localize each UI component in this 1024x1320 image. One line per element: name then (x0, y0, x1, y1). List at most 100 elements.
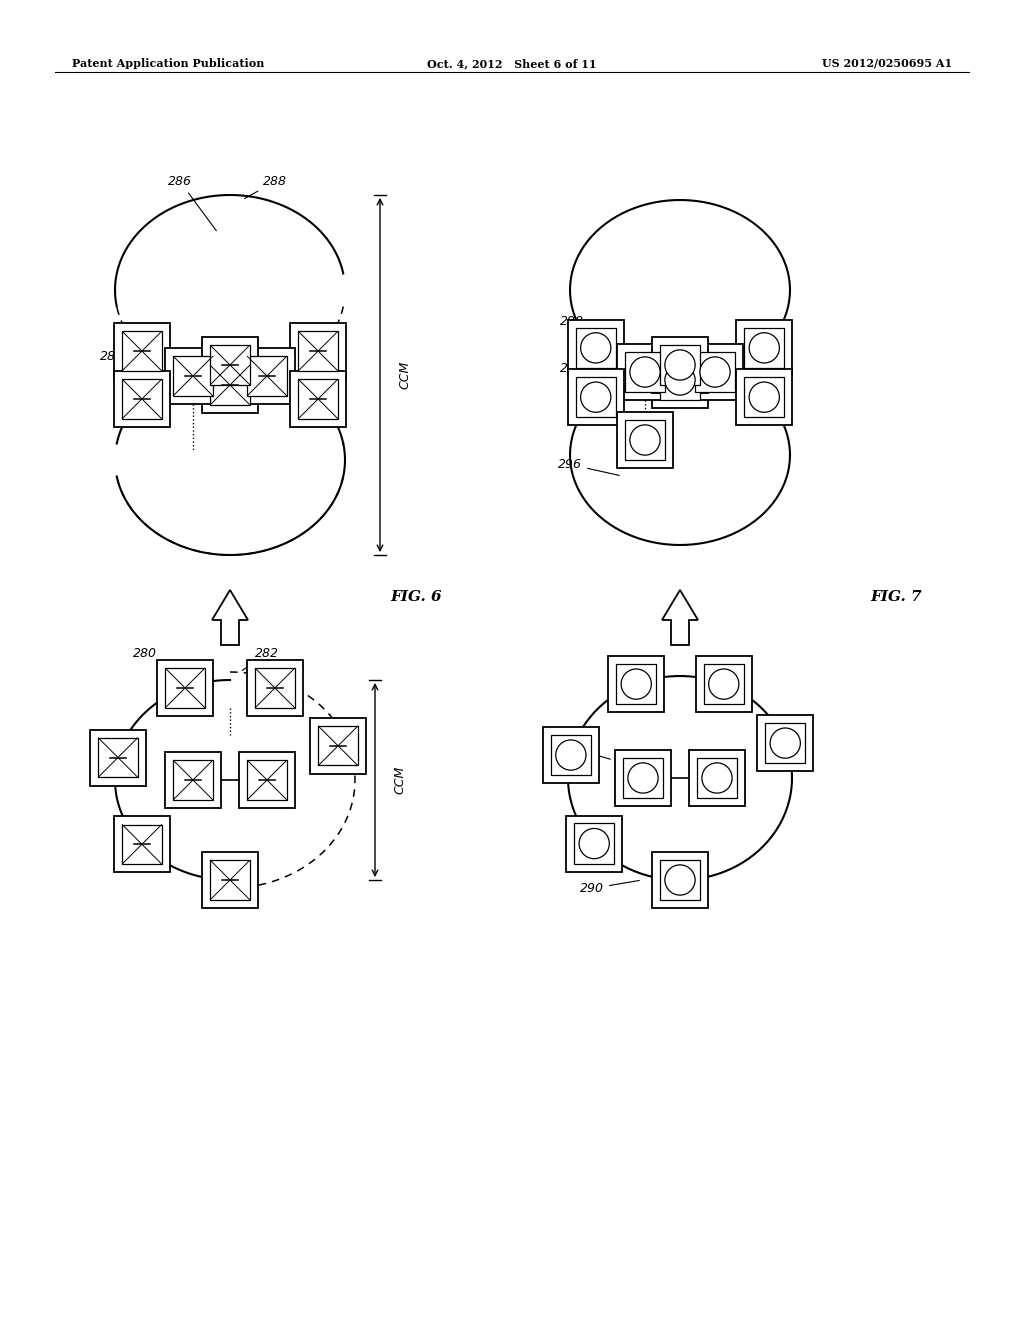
Bar (567, 370, 624, 425)
Bar (608, 656, 665, 711)
Bar (543, 727, 599, 783)
Bar (166, 668, 205, 708)
Bar (703, 664, 743, 705)
Bar (695, 352, 735, 392)
Circle shape (699, 356, 730, 387)
Text: 288: 288 (245, 176, 287, 198)
Bar (202, 356, 258, 413)
Bar (157, 660, 213, 715)
Circle shape (701, 763, 732, 793)
Text: 284: 284 (100, 350, 164, 370)
Text: FIG. 6: FIG. 6 (390, 590, 441, 605)
Bar (98, 738, 137, 777)
Bar (617, 412, 673, 469)
Bar (90, 730, 146, 785)
Text: CCM: CCM (398, 360, 411, 389)
Circle shape (709, 669, 739, 700)
Text: 286: 286 (168, 176, 216, 231)
Bar (122, 825, 162, 863)
Bar (202, 337, 258, 393)
Circle shape (665, 364, 695, 395)
Bar (202, 851, 258, 908)
Bar (173, 356, 213, 396)
Bar (744, 327, 784, 368)
Text: FIG. 7: FIG. 7 (870, 590, 922, 605)
Bar (551, 735, 591, 775)
Bar (659, 345, 700, 385)
Bar (114, 371, 170, 426)
Bar (290, 371, 346, 426)
Circle shape (580, 829, 609, 859)
Bar (255, 668, 295, 708)
Circle shape (628, 763, 658, 793)
Bar (248, 356, 287, 396)
Circle shape (665, 350, 695, 380)
Bar (744, 378, 784, 417)
Bar (623, 758, 664, 799)
Polygon shape (212, 590, 248, 645)
Bar (652, 352, 708, 408)
Bar (617, 345, 673, 400)
Text: 292: 292 (548, 738, 610, 759)
Text: Oct. 4, 2012   Sheet 6 of 11: Oct. 4, 2012 Sheet 6 of 11 (427, 58, 597, 69)
Text: 280: 280 (133, 647, 195, 678)
Bar (697, 758, 737, 799)
Text: 298: 298 (560, 315, 620, 343)
Text: 282: 282 (243, 647, 279, 671)
Bar (248, 760, 287, 800)
Polygon shape (662, 590, 698, 645)
Text: Patent Application Publication: Patent Application Publication (72, 58, 264, 69)
Circle shape (581, 333, 611, 363)
Circle shape (750, 333, 779, 363)
Bar (318, 726, 357, 766)
Bar (173, 760, 213, 800)
Bar (247, 660, 303, 715)
Bar (310, 718, 366, 774)
Bar (736, 319, 793, 376)
Bar (575, 327, 615, 368)
Bar (689, 750, 745, 807)
Circle shape (750, 381, 779, 412)
Bar (290, 323, 346, 379)
Bar (165, 752, 221, 808)
Circle shape (622, 669, 651, 700)
Bar (298, 331, 338, 371)
Bar (695, 656, 752, 711)
Bar (736, 370, 793, 425)
Bar (575, 378, 615, 417)
Circle shape (630, 356, 660, 387)
Bar (298, 379, 338, 418)
Bar (659, 360, 700, 400)
Bar (122, 331, 162, 371)
Circle shape (770, 729, 801, 758)
Bar (652, 851, 708, 908)
Circle shape (581, 381, 611, 412)
Bar (659, 859, 700, 900)
Bar (239, 348, 295, 404)
Bar (122, 379, 162, 418)
Bar (687, 345, 743, 400)
Bar (615, 750, 671, 807)
Bar (239, 752, 295, 808)
Bar (757, 715, 813, 771)
Bar (765, 723, 806, 763)
Text: 296: 296 (558, 458, 620, 475)
Circle shape (630, 425, 660, 455)
Bar (567, 319, 624, 376)
Bar (625, 352, 666, 392)
Bar (210, 861, 250, 900)
Text: CCM: CCM (393, 766, 406, 795)
Text: US 2012/0250695 A1: US 2012/0250695 A1 (822, 58, 952, 69)
Bar (566, 816, 623, 871)
Bar (210, 366, 250, 405)
Bar (574, 824, 614, 863)
Bar (210, 346, 250, 384)
Text: 294: 294 (560, 362, 612, 375)
Text: 290: 290 (580, 880, 639, 895)
Bar (625, 420, 666, 461)
Bar (165, 348, 221, 404)
Circle shape (556, 741, 586, 770)
Circle shape (665, 865, 695, 895)
Bar (616, 664, 656, 705)
Bar (114, 323, 170, 379)
